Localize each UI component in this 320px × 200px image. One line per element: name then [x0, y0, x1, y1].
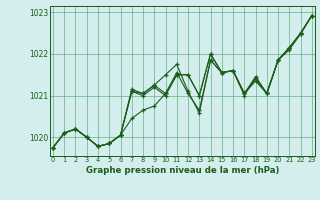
X-axis label: Graphe pression niveau de la mer (hPa): Graphe pression niveau de la mer (hPa) — [86, 166, 279, 175]
